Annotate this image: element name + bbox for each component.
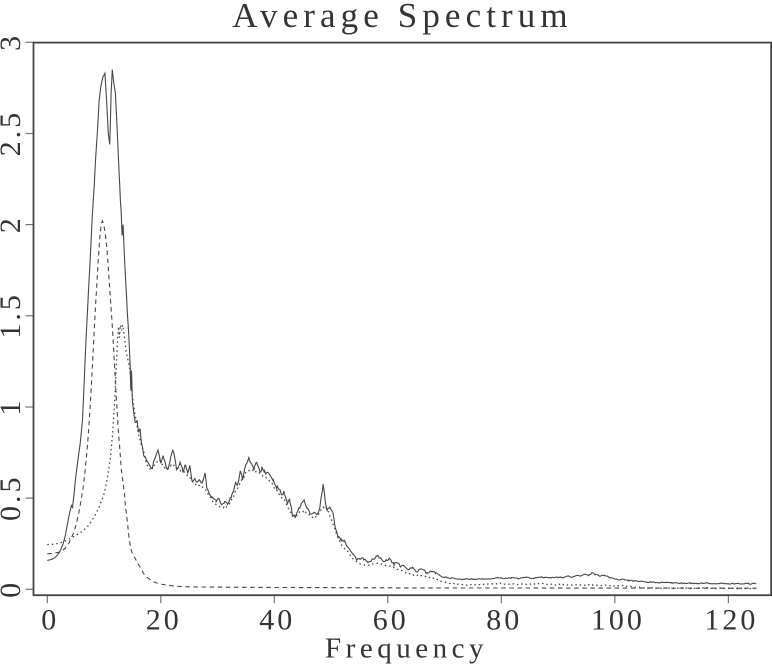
svg-text:1: 1 [0, 398, 27, 416]
svg-text:2: 2 [0, 215, 27, 233]
svg-text:Frequency: Frequency [325, 632, 488, 664]
svg-text:Average Spectrum: Average Spectrum [232, 0, 572, 35]
svg-text:3: 3 [0, 33, 27, 51]
svg-text:1.5: 1.5 [0, 292, 27, 339]
svg-text:20: 20 [146, 603, 182, 636]
svg-text:100: 100 [591, 603, 645, 636]
svg-text:60: 60 [373, 603, 409, 636]
svg-text:2.5: 2.5 [0, 110, 27, 157]
svg-text:0: 0 [41, 603, 59, 636]
svg-text:0.5: 0.5 [0, 474, 27, 521]
svg-text:40: 40 [259, 603, 295, 636]
svg-text:120: 120 [704, 603, 758, 636]
svg-text:80: 80 [486, 603, 522, 636]
svg-text:0: 0 [0, 580, 27, 598]
